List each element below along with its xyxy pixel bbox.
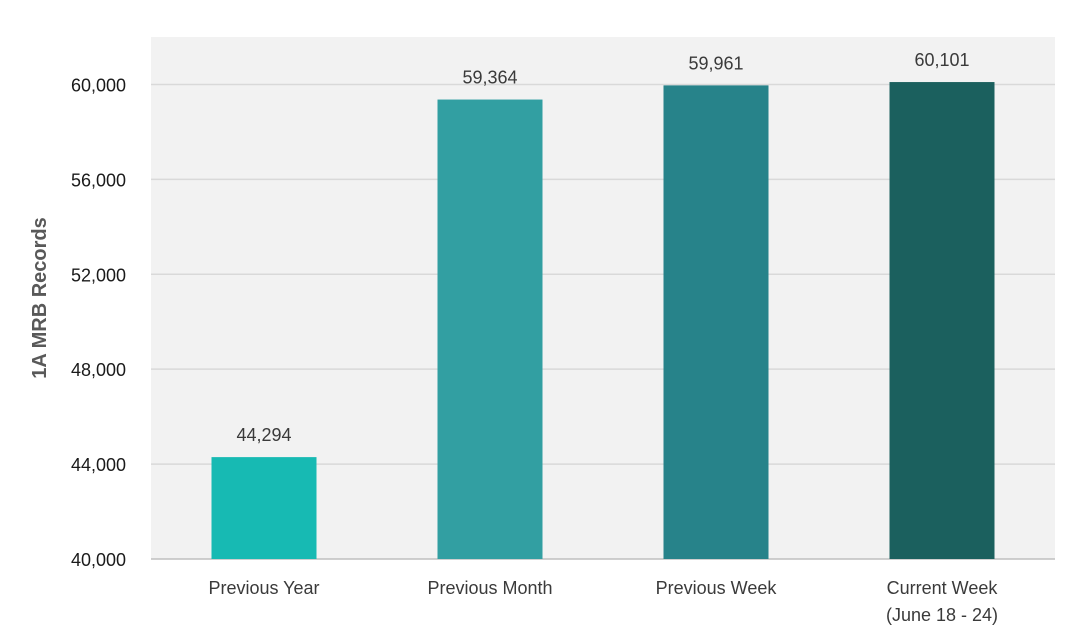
data-label: 59,961 [688,53,743,73]
bar [437,99,543,559]
y-tick-label: 52,000 [71,265,126,285]
x-tick-label: (June 18 - 24) [886,605,998,625]
y-tick-label: 56,000 [71,170,126,190]
data-label: 60,101 [914,50,969,70]
bars [211,82,995,559]
y-axis-title: 1A MRB Records [29,217,51,379]
data-label: 59,364 [462,68,517,88]
x-tick-label: Previous Year [208,578,319,598]
x-tick-label: Current Week [887,578,999,598]
y-tick-label: 60,000 [71,75,126,95]
bar [889,82,995,559]
x-tick-label: Previous Month [427,578,552,598]
bar [211,457,317,559]
x-tick-label: Previous Week [656,578,778,598]
bar [663,85,769,559]
x-axis: Previous Year Previous Month Previous Week… [208,578,998,625]
data-labels: 44,294 59,364 59,961 60,101 [236,50,969,445]
data-label: 44,294 [236,425,291,445]
y-tick-label: 40,000 [71,550,126,570]
y-axis: 40,000 44,000 48,000 52,000 56,000 60,000 [71,75,126,570]
y-tick-label: 48,000 [71,360,126,380]
y-tick-label: 44,000 [71,455,126,475]
